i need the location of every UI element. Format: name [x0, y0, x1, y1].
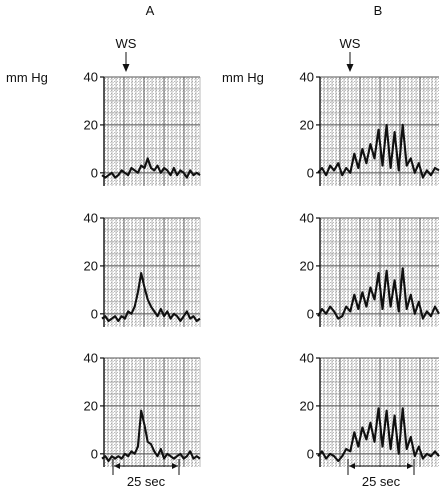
time-scale-label-b: 25 sec: [362, 474, 401, 489]
chart-panel-b-3: 0 20 40: [300, 351, 440, 467]
pressure-trace: [101, 157, 201, 179]
chart-panel-b-2: 0 20 40: [300, 211, 440, 327]
y-tick-label: 20: [300, 258, 314, 273]
y-tick-label: 40: [84, 70, 98, 85]
chart-panel-a-2: 0 20 40: [84, 211, 201, 327]
y-tick-label: 40: [300, 70, 314, 85]
chart-panel-a-3: 0 20 40: [84, 351, 201, 467]
stimulus-arrow-a: [122, 52, 130, 72]
y-tick-label: 20: [300, 117, 314, 132]
pressure-trace: [101, 272, 201, 323]
stimulus-label-b: WS: [340, 36, 361, 51]
charts-layer: 0 20 40 0 20 40 0 20 40 0 20 40 0 20 40 0 20 40: [84, 70, 440, 467]
pressure-trace: [317, 123, 440, 179]
stimulus-label-a: WS: [116, 36, 137, 51]
chart-panel-b-1: 0 20 40: [300, 70, 440, 186]
unit-label-a: mm Hg: [6, 70, 48, 85]
panel-b-label: B: [374, 3, 383, 18]
stimulus-arrow-b: [346, 52, 354, 72]
chart-panel-a-1: 0 20 40: [84, 70, 201, 186]
y-tick-label: 0: [91, 306, 98, 321]
y-tick-label: 20: [300, 398, 314, 413]
y-tick-label: 40: [84, 211, 98, 226]
time-scale-label-a: 25 sec: [127, 474, 166, 489]
unit-label-b: mm Hg: [222, 70, 264, 85]
pressure-trace: [317, 407, 440, 463]
pressure-trace: [317, 267, 440, 320]
y-tick-label: 40: [84, 351, 98, 366]
time-scale-b: 25 sec: [347, 459, 415, 489]
pressure-trace: [101, 409, 201, 463]
panel-a-label: A: [146, 3, 155, 18]
y-tick-label: 40: [300, 351, 314, 366]
y-tick-label: 0: [307, 165, 314, 180]
y-tick-label: 40: [300, 211, 314, 226]
y-tick-label: 0: [307, 446, 314, 461]
y-tick-label: 20: [84, 398, 98, 413]
y-tick-label: 0: [91, 165, 98, 180]
time-scale-a: 25 sec: [112, 459, 180, 489]
y-tick-label: 20: [84, 258, 98, 273]
y-tick-label: 20: [84, 117, 98, 132]
y-tick-label: 0: [307, 306, 314, 321]
y-tick-label: 0: [91, 446, 98, 461]
